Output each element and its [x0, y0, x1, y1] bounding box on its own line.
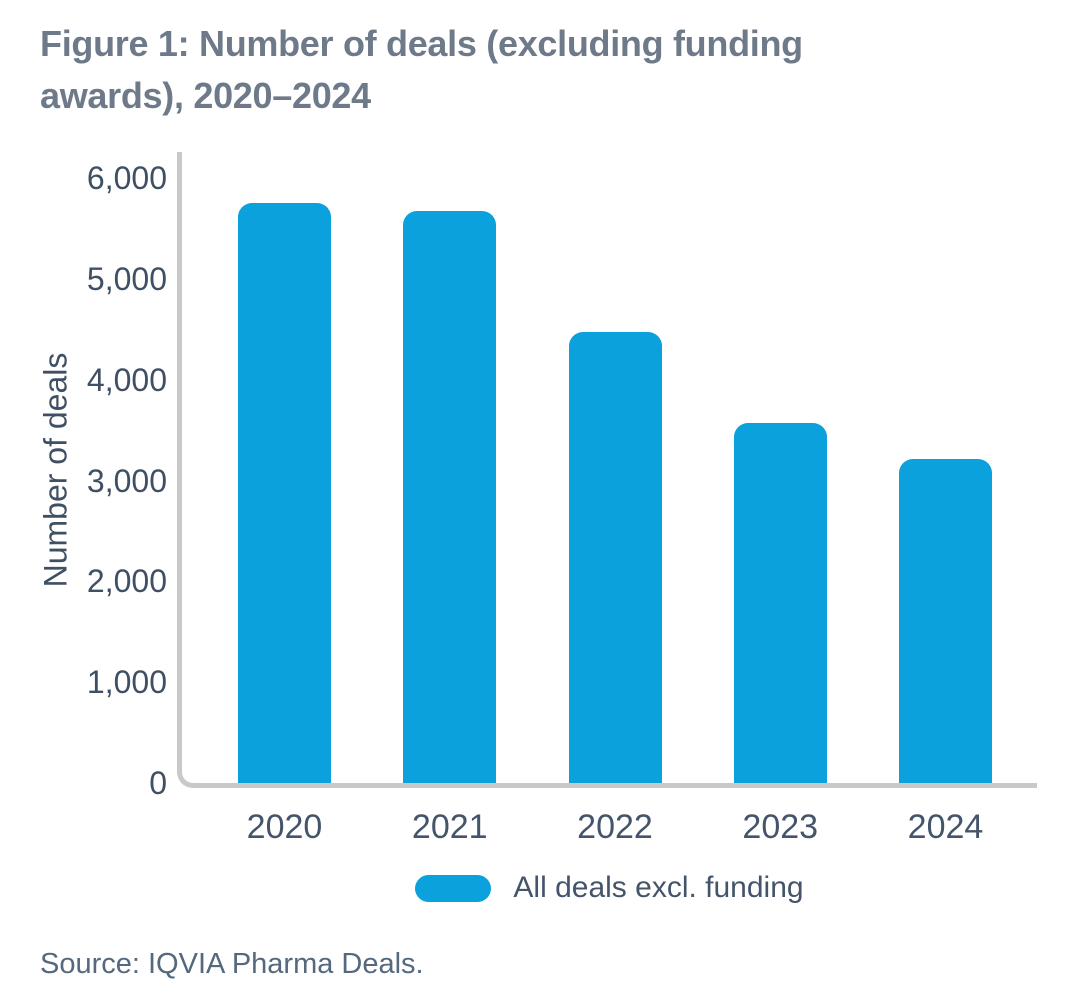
bars-container: [182, 152, 1037, 783]
y-tick-label-0: 0: [149, 765, 167, 801]
y-tick-label-2000: 2,000: [86, 563, 167, 600]
x-tick-label-2024: 2024: [907, 808, 984, 846]
y-tick-label-3000: 3,000: [86, 462, 167, 499]
y-tick-label-5000: 5,000: [86, 260, 167, 297]
figure-title-line-2: awards), 2020–2024: [40, 75, 371, 116]
x-axis-labels: 2020 2021 2022 2023 2024: [182, 805, 1037, 851]
y-axis-title: Number of deals: [37, 352, 74, 588]
bar-2022: [568, 332, 662, 783]
bar-2021: [403, 211, 497, 783]
bar-2024: [899, 459, 992, 783]
x-tick-label-2022: 2022: [577, 808, 653, 846]
x-tick-label-2020: 2020: [246, 808, 323, 846]
y-tick-label-4000: 4,000: [86, 361, 167, 398]
x-tick-label-2023: 2023: [742, 808, 819, 846]
legend-label: All deals excl. funding: [513, 871, 804, 904]
y-tick-label-1000: 1,000: [86, 664, 167, 701]
source-text: Source: IQVIA Pharma Deals.: [40, 948, 424, 980]
figure-title-line-1: Figure 1: Number of deals (excluding fun…: [40, 23, 803, 64]
x-tick-label-2021: 2021: [411, 808, 488, 846]
y-tick-label-6000: 6,000: [86, 160, 167, 196]
legend-swatch: [415, 874, 492, 902]
plot-area: [177, 152, 1037, 788]
bar-2023: [733, 423, 827, 783]
figure-title: Figure 1: Number of deals (excluding fun…: [40, 18, 960, 122]
legend: All deals excl. funding: [182, 866, 1037, 910]
bar-2020: [238, 203, 331, 783]
